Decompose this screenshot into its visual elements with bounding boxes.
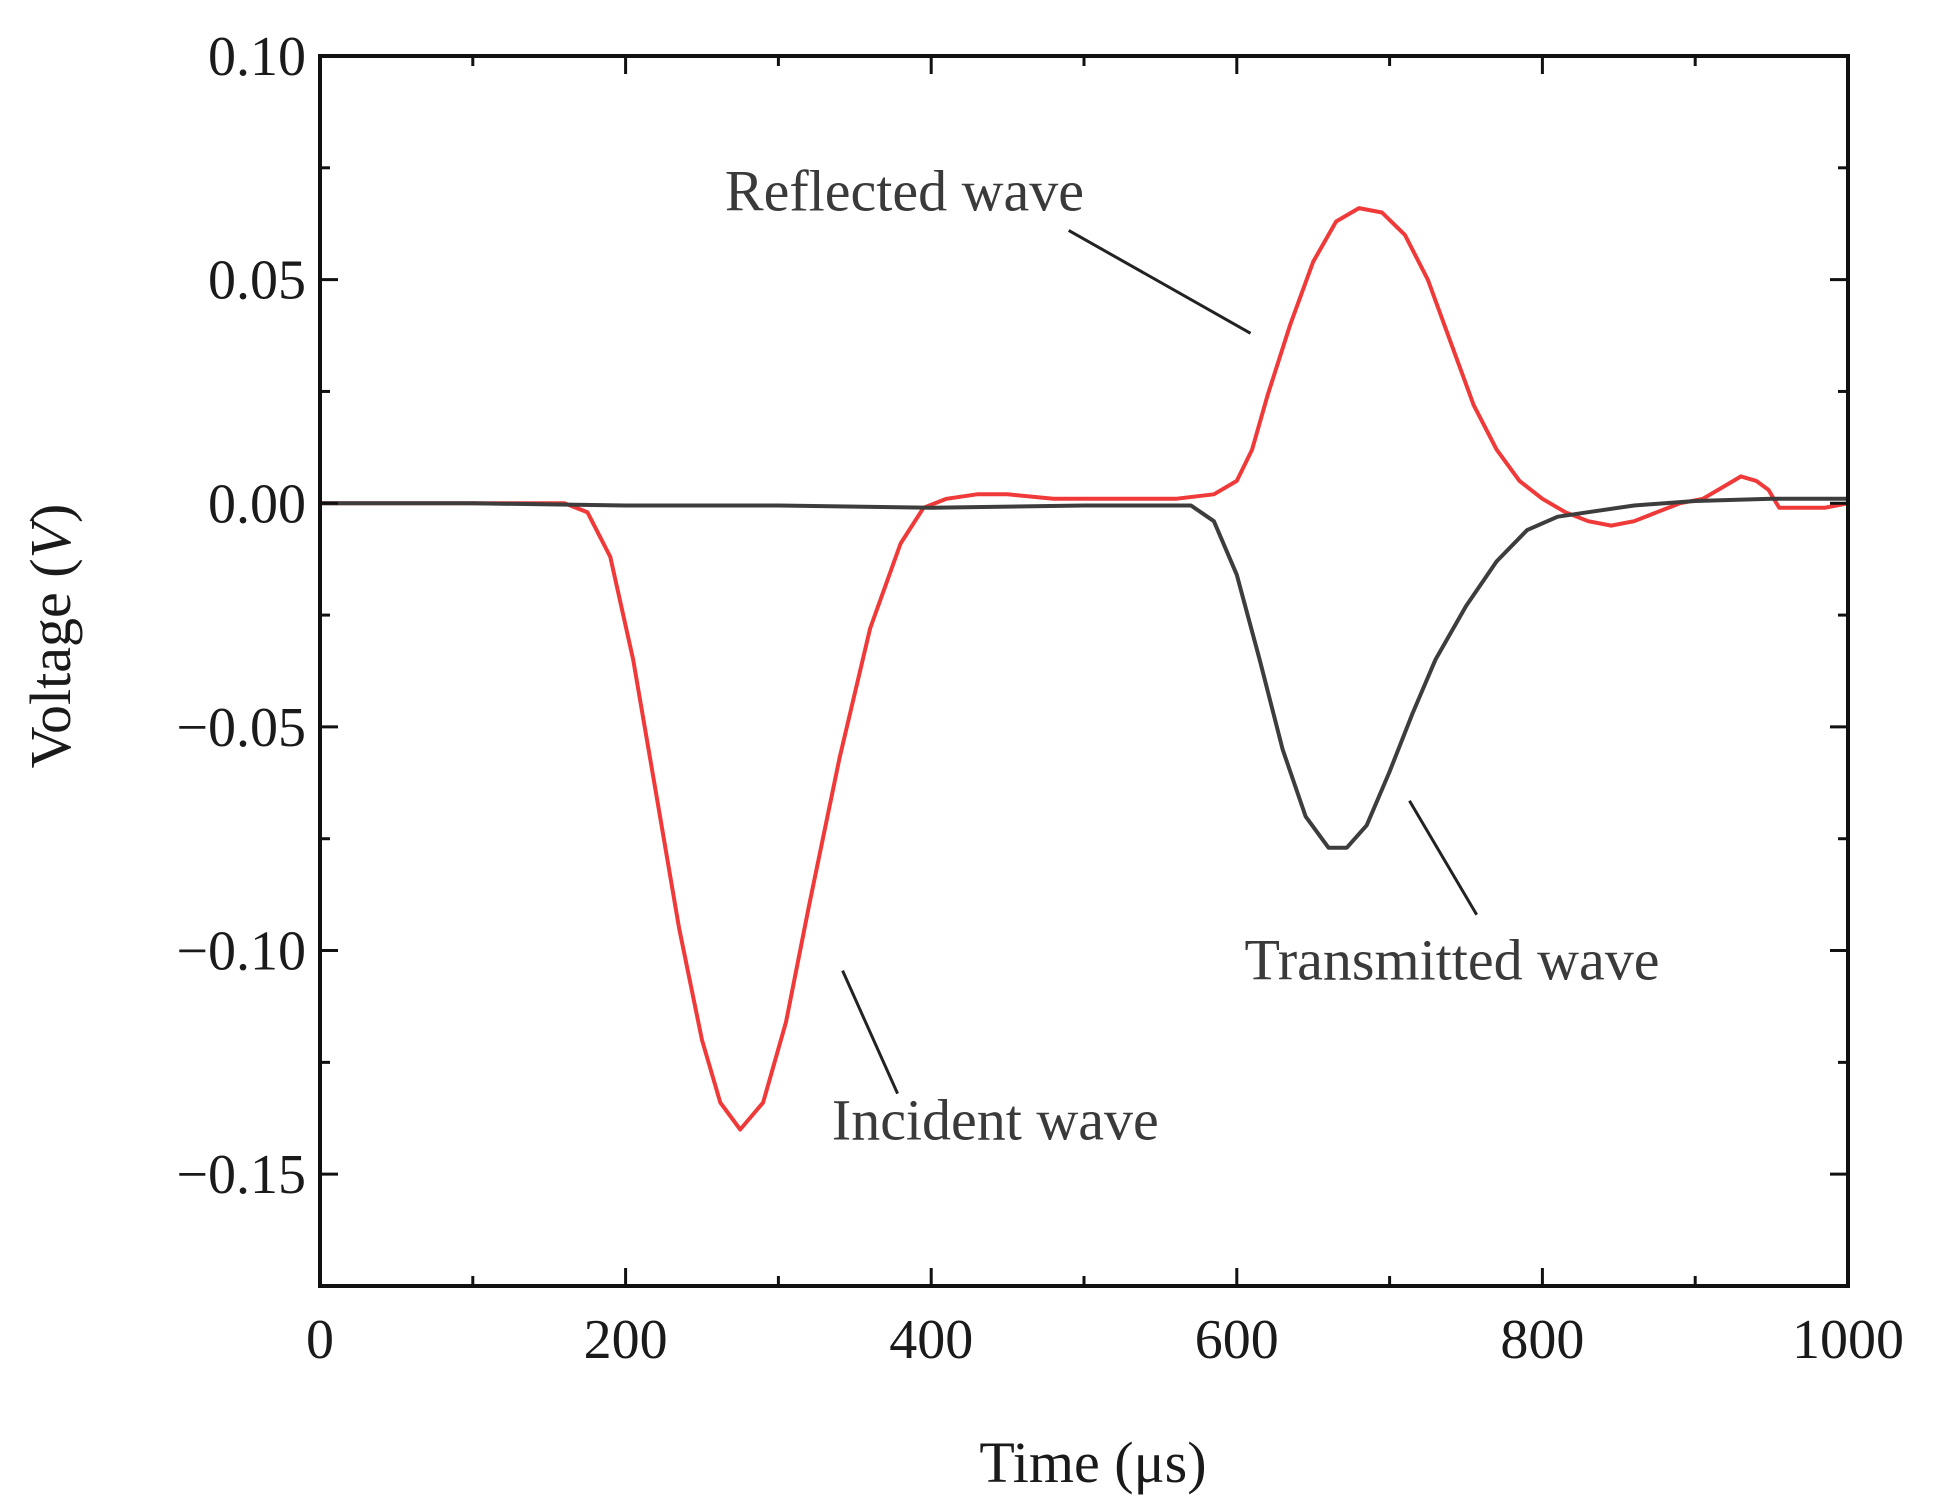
x-tick-label: 400 <box>889 1309 973 1371</box>
y-tick-label: −0.10 <box>176 921 306 983</box>
y-tick-label: −0.05 <box>176 697 306 759</box>
series-line-1 <box>318 496 1850 850</box>
annotation-leader-incident <box>841 970 899 1095</box>
x-tick-label: 0 <box>306 1309 334 1371</box>
x-tick-label: 800 <box>1500 1309 1584 1371</box>
annotation-transmitted-wave: Transmitted wave <box>1244 928 1659 993</box>
x-tick-label: 1000 <box>1792 1309 1904 1371</box>
annotation-leader-transmitted <box>1408 799 1478 916</box>
plot-area: 0 200 400 600 800 1000 0.10 0.05 0.00 −0.05 −0.10 −… <box>176 26 1904 1371</box>
x-tick-label: 600 <box>1195 1309 1279 1371</box>
annotation-incident-wave: Incident wave <box>832 1088 1159 1153</box>
y-tick-label: 0.05 <box>208 250 306 312</box>
y-tick-label: 0.10 <box>208 26 306 88</box>
annotation-leader-reflected <box>1067 229 1252 335</box>
x-axis-title: Time (μs) <box>979 1430 1206 1495</box>
y-tick-label: −0.15 <box>176 1144 306 1206</box>
x-tick-label: 200 <box>584 1309 668 1371</box>
annotation-reflected-wave: Reflected wave <box>725 158 1084 223</box>
y-tick-label: 0.00 <box>208 473 306 535</box>
y-axis-title: Voltage (V) <box>18 504 83 769</box>
